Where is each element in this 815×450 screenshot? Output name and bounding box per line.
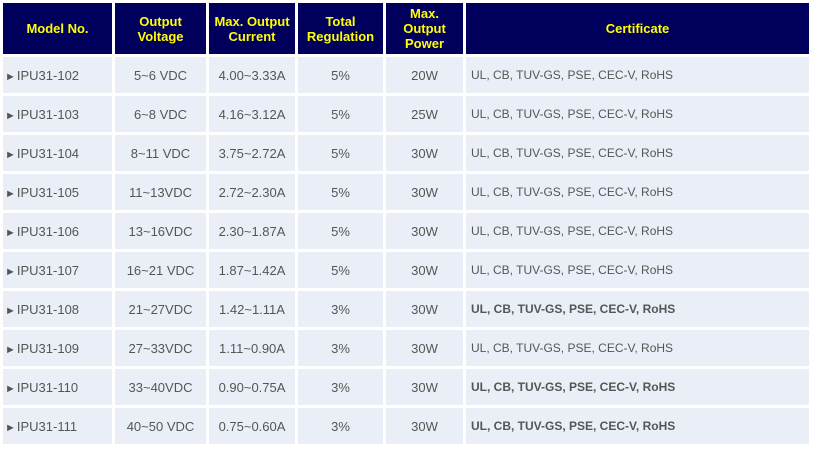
- certificate-cell: UL, CB, TUV-GS, PSE, CEC-V, RoHS: [466, 408, 809, 444]
- table-row: ►IPU31-102 5~6 VDC 4.00~3.33A 5% 20W UL, CB, …: [3, 57, 809, 93]
- header-regulation: Total Regulation: [298, 3, 383, 54]
- model-cell[interactable]: ►IPU31-111: [3, 408, 112, 444]
- power-cell: 30W: [386, 213, 463, 249]
- certificate-cell: UL, CB, TUV-GS, PSE, CEC-V, RoHS: [466, 174, 809, 210]
- power-cell: 30W: [386, 330, 463, 366]
- power-cell: 30W: [386, 174, 463, 210]
- model-cell[interactable]: ►IPU31-106: [3, 213, 112, 249]
- header-row: Model No. Output Voltage Max. Output Cur…: [3, 3, 809, 54]
- certificate-cell: UL, CB, TUV-GS, PSE, CEC-V, RoHS: [466, 135, 809, 171]
- regulation-cell: 5%: [298, 135, 383, 171]
- header-power: Max. Output Power: [386, 3, 463, 54]
- power-cell: 20W: [386, 57, 463, 93]
- current-cell: 1.42~1.11A: [209, 291, 295, 327]
- voltage-cell: 21~27VDC: [115, 291, 206, 327]
- current-cell: 0.90~0.75A: [209, 369, 295, 405]
- table-row: ►IPU31-107 16~21 VDC 1.87~1.42A 5% 30W UL, CB…: [3, 252, 809, 288]
- regulation-cell: 5%: [298, 174, 383, 210]
- voltage-cell: 40~50 VDC: [115, 408, 206, 444]
- power-cell: 25W: [386, 96, 463, 132]
- voltage-cell: 5~6 VDC: [115, 57, 206, 93]
- header-current: Max. Output Current: [209, 3, 295, 54]
- regulation-cell: 5%: [298, 213, 383, 249]
- arrow-right-icon: ►: [5, 304, 16, 317]
- model-cell[interactable]: ►IPU31-107: [3, 252, 112, 288]
- voltage-cell: 33~40VDC: [115, 369, 206, 405]
- model-cell[interactable]: ►IPU31-104: [3, 135, 112, 171]
- certificate-cell: UL, CB, TUV-GS, PSE, CEC-V, RoHS: [466, 330, 809, 366]
- power-cell: 30W: [386, 135, 463, 171]
- voltage-cell: 27~33VDC: [115, 330, 206, 366]
- header-model: Model No.: [3, 3, 112, 54]
- model-cell[interactable]: ►IPU31-108: [3, 291, 112, 327]
- regulation-cell: 3%: [298, 369, 383, 405]
- model-link[interactable]: IPU31-105: [16, 184, 80, 200]
- model-link[interactable]: IPU31-106: [16, 223, 80, 239]
- table-row: ►IPU31-105 11~13VDC 2.72~2.30A 5% 30W UL, CB,…: [3, 174, 809, 210]
- table-row: ►IPU31-108 21~27VDC 1.42~1.11A 3% 30W UL, CB,…: [3, 291, 809, 327]
- current-cell: 3.75~2.72A: [209, 135, 295, 171]
- model-link[interactable]: IPU31-104: [16, 145, 80, 161]
- voltage-cell: 11~13VDC: [115, 174, 206, 210]
- power-cell: 30W: [386, 291, 463, 327]
- table-row: ►IPU31-106 13~16VDC 2.30~1.87A 5% 30W UL, CB,…: [3, 213, 809, 249]
- table-row: ►IPU31-110 33~40VDC 0.90~0.75A 3% 30W UL, CB,…: [3, 369, 809, 405]
- model-cell[interactable]: ►IPU31-109: [3, 330, 112, 366]
- model-cell[interactable]: ►IPU31-105: [3, 174, 112, 210]
- arrow-right-icon: ►: [5, 148, 16, 161]
- model-link[interactable]: IPU31-107: [16, 262, 80, 278]
- voltage-cell: 13~16VDC: [115, 213, 206, 249]
- table-row: ►IPU31-104 8~11 VDC 3.75~2.72A 5% 30W UL, CB,…: [3, 135, 809, 171]
- model-link[interactable]: IPU31-110: [16, 379, 79, 395]
- arrow-right-icon: ►: [5, 226, 16, 239]
- regulation-cell: 5%: [298, 96, 383, 132]
- arrow-right-icon: ►: [5, 109, 16, 122]
- certificate-cell: UL, CB, TUV-GS, PSE, CEC-V, RoHS: [466, 213, 809, 249]
- arrow-right-icon: ►: [5, 187, 16, 200]
- header-certificate: Certificate: [466, 3, 809, 54]
- current-cell: 0.75~0.60A: [209, 408, 295, 444]
- model-link[interactable]: IPU31-109: [16, 340, 80, 356]
- arrow-right-icon: ►: [5, 265, 16, 278]
- current-cell: 2.72~2.30A: [209, 174, 295, 210]
- model-link[interactable]: IPU31-103: [16, 106, 80, 122]
- certificate-cell: UL, CB, TUV-GS, PSE, CEC-V, RoHS: [466, 252, 809, 288]
- model-link[interactable]: IPU31-108: [16, 301, 80, 317]
- power-cell: 30W: [386, 369, 463, 405]
- model-cell[interactable]: ►IPU31-102: [3, 57, 112, 93]
- current-cell: 4.00~3.33A: [209, 57, 295, 93]
- voltage-cell: 16~21 VDC: [115, 252, 206, 288]
- regulation-cell: 3%: [298, 291, 383, 327]
- regulation-cell: 3%: [298, 408, 383, 444]
- certificate-cell: UL, CB, TUV-GS, PSE, CEC-V, RoHS: [466, 57, 809, 93]
- power-cell: 30W: [386, 252, 463, 288]
- arrow-right-icon: ►: [5, 70, 16, 83]
- arrow-right-icon: ►: [5, 382, 16, 395]
- certificate-cell: UL, CB, TUV-GS, PSE, CEC-V, RoHS: [466, 291, 809, 327]
- model-cell[interactable]: ►IPU31-103: [3, 96, 112, 132]
- arrow-right-icon: ►: [5, 343, 16, 356]
- power-cell: 30W: [386, 408, 463, 444]
- regulation-cell: 5%: [298, 252, 383, 288]
- current-cell: 2.30~1.87A: [209, 213, 295, 249]
- voltage-cell: 8~11 VDC: [115, 135, 206, 171]
- model-link[interactable]: IPU31-102: [16, 67, 80, 83]
- voltage-cell: 6~8 VDC: [115, 96, 206, 132]
- current-cell: 1.11~0.90A: [209, 330, 295, 366]
- regulation-cell: 5%: [298, 57, 383, 93]
- regulation-cell: 3%: [298, 330, 383, 366]
- table-row: ►IPU31-109 27~33VDC 1.11~0.90A 3% 30W UL, CB,…: [3, 330, 809, 366]
- model-link[interactable]: IPU31-111: [16, 418, 78, 434]
- table-row: ►IPU31-111 40~50 VDC 0.75~0.60A 3% 30W UL, CB…: [3, 408, 809, 444]
- current-cell: 1.87~1.42A: [209, 252, 295, 288]
- model-cell[interactable]: ►IPU31-110: [3, 369, 112, 405]
- certificate-cell: UL, CB, TUV-GS, PSE, CEC-V, RoHS: [466, 369, 809, 405]
- table-row: ►IPU31-103 6~8 VDC 4.16~3.12A 5% 25W UL, CB, …: [3, 96, 809, 132]
- certificate-cell: UL, CB, TUV-GS, PSE, CEC-V, RoHS: [466, 96, 809, 132]
- header-voltage: Output Voltage: [115, 3, 206, 54]
- arrow-right-icon: ►: [5, 421, 16, 434]
- current-cell: 4.16~3.12A: [209, 96, 295, 132]
